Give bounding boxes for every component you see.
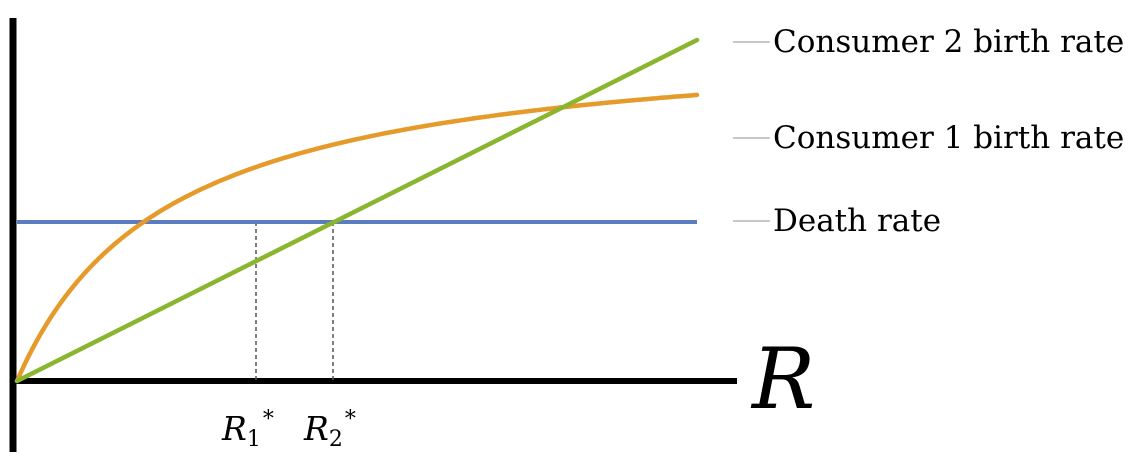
tick-label-r2: R2* bbox=[303, 407, 356, 452]
tick-r2-base: R bbox=[303, 409, 329, 448]
x-axis-label: R bbox=[750, 330, 815, 428]
legend: Consumer 2 birth rate Consumer 1 birth r… bbox=[733, 24, 1124, 239]
tick-r1-sup: * bbox=[263, 407, 274, 432]
legend-label-death-rate: Death rate bbox=[773, 203, 941, 239]
tick-r1-base: R bbox=[221, 409, 247, 448]
tick-label-r1: R1* bbox=[221, 407, 274, 452]
tick-r2-sup: * bbox=[345, 407, 356, 432]
consumer-1-birth-rate-curve bbox=[14, 92, 700, 384]
tick-r1-sub: 1 bbox=[247, 427, 261, 452]
legend-label-consumer-2: Consumer 2 birth rate bbox=[773, 24, 1124, 60]
consumer-2-birth-rate-line bbox=[14, 37, 700, 384]
tick-r2-sub: 2 bbox=[329, 427, 343, 452]
legend-label-consumer-1: Consumer 1 birth rate bbox=[773, 120, 1124, 156]
